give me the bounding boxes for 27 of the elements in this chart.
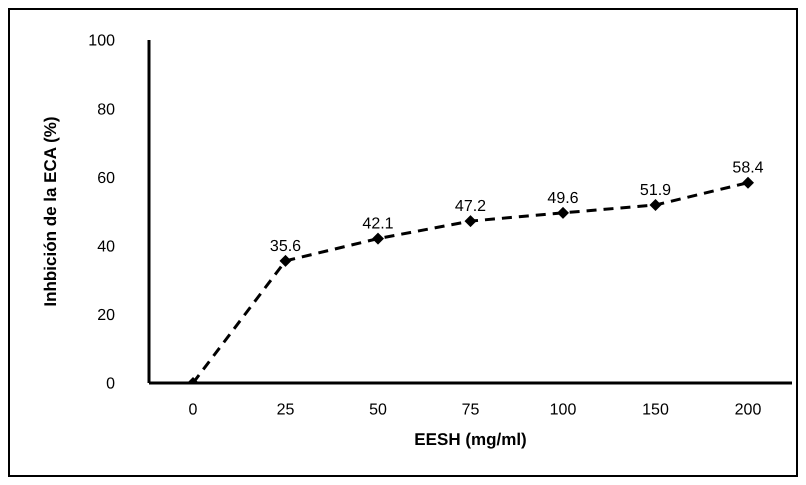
point <box>557 206 569 219</box>
point <box>464 215 476 228</box>
x-tick-label: 75 <box>462 401 480 418</box>
point <box>742 176 754 189</box>
y-tick-label: 60 <box>97 170 116 187</box>
x-tick-label: 0 <box>188 401 198 418</box>
x-tick-label: 150 <box>642 401 669 418</box>
data-label: 42.1 <box>362 216 394 233</box>
y-tick-label: 20 <box>97 307 116 324</box>
y-tick-label: 100 <box>88 32 116 50</box>
data-label: 51.9 <box>640 182 672 199</box>
data-label: 47.2 <box>454 198 486 216</box>
x-tick-label: 200 <box>734 401 762 418</box>
y-axis-title: Inhbición de la ECA (%) <box>41 116 60 307</box>
y-tick-label: 80 <box>97 101 116 118</box>
x-axis-title: EESH (mg/ml) <box>414 430 527 449</box>
point <box>372 232 384 245</box>
x-tick-label: 50 <box>369 401 387 418</box>
x-tick-label: 25 <box>276 401 294 418</box>
y-tick-label: 40 <box>97 238 116 256</box>
data-label: 58.4 <box>732 160 764 177</box>
point <box>650 198 662 211</box>
data-label: 49.6 <box>547 190 579 207</box>
y-tick-label: 0 <box>106 376 116 393</box>
point <box>280 254 292 267</box>
data-label: 35.6 <box>270 238 302 255</box>
x-tick-label: 100 <box>550 401 576 418</box>
